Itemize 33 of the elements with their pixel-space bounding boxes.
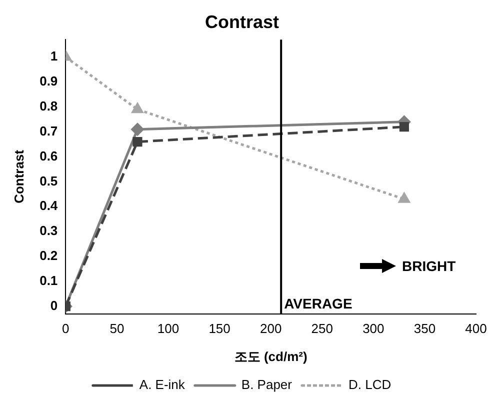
chart-title: Contrast bbox=[204, 12, 280, 32]
y-tick-label: 0.9 bbox=[40, 74, 58, 89]
point bbox=[131, 123, 144, 136]
legend-label: D. LCD bbox=[348, 377, 392, 392]
annotation: BRIGHT bbox=[402, 258, 456, 274]
y-tick-label: 0.1 bbox=[40, 272, 58, 288]
x-tick-label: 0 bbox=[62, 321, 70, 336]
legend-label: B. Paper bbox=[241, 377, 293, 392]
y-tick-label: 0.5 bbox=[40, 173, 58, 188]
y-tick-label: 0.2 bbox=[40, 248, 58, 264]
y-tick-label: 0.3 bbox=[40, 223, 58, 238]
y-tick-label: 0.8 bbox=[40, 98, 58, 114]
x-tick-label: 250 bbox=[311, 321, 333, 336]
y-tick-label: 0.7 bbox=[40, 123, 58, 138]
point bbox=[132, 137, 142, 147]
x-tick-label: 300 bbox=[362, 321, 384, 336]
legend-label: A. E-ink bbox=[139, 377, 186, 392]
x-axis-title: 조도 (cd/m²) bbox=[234, 348, 308, 364]
x-tick-label: 350 bbox=[414, 321, 436, 336]
y-tick-label: 0.6 bbox=[40, 148, 58, 164]
x-tick-label: 150 bbox=[208, 321, 230, 336]
point bbox=[132, 103, 144, 114]
y-tick-label: 1 bbox=[50, 48, 58, 64]
y-tick-label: 0.4 bbox=[40, 198, 58, 214]
ref-line-label: AVERAGE bbox=[284, 296, 352, 312]
x-tick-label: 200 bbox=[260, 321, 282, 336]
y-tick-label: 0 bbox=[50, 298, 58, 313]
x-tick-label: 400 bbox=[465, 321, 487, 336]
point bbox=[398, 192, 410, 203]
point bbox=[399, 122, 409, 132]
y-axis-title: Contrast bbox=[11, 149, 26, 204]
x-tick-label: 50 bbox=[110, 321, 124, 336]
x-tick-label: 100 bbox=[157, 321, 180, 336]
